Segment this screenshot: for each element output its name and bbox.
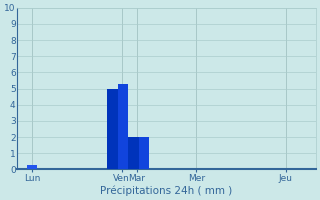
Bar [139,137,149,169]
Bar [27,165,37,169]
Bar [128,137,139,169]
Bar [118,84,128,169]
X-axis label: Précipitations 24h ( mm ): Précipitations 24h ( mm ) [100,185,233,196]
Bar [108,89,118,169]
